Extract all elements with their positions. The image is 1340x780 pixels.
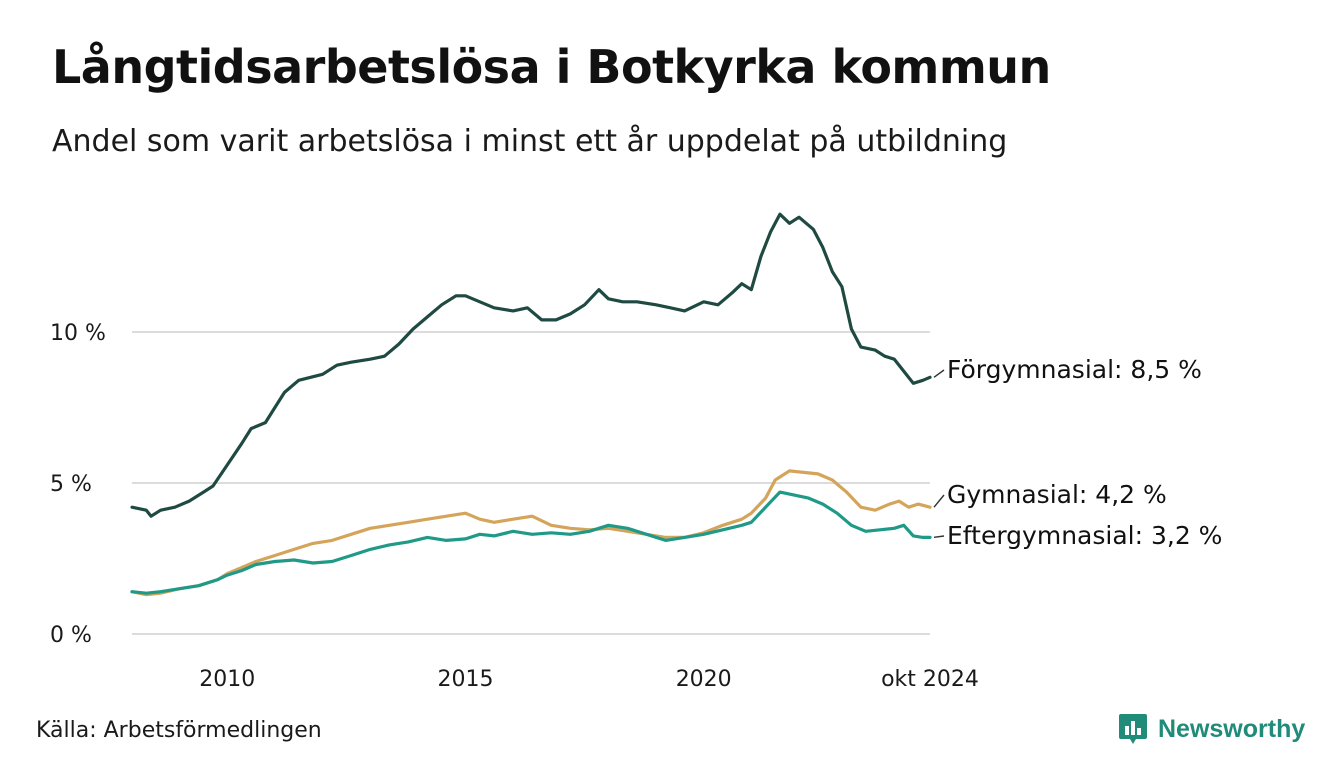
bar-chart-speech-icon: [1119, 714, 1147, 744]
y-tick-label: 10 %: [50, 321, 106, 346]
brand-logo[interactable]: Newsworthy: [1118, 712, 1305, 746]
chart-title: Långtidsarbetslösa i Botkyrka kommun: [52, 40, 1051, 94]
series-end-labels: Förgymnasial: 8,5 % Gymnasial: 4,2 % Efter…: [933, 355, 1222, 550]
series-line-gymnasial: [130, 469, 932, 597]
x-tick-label: 2020: [676, 667, 732, 692]
x-tick-label: 2015: [437, 667, 493, 692]
series-line-förgymnasial: [130, 212, 932, 518]
y-tick-label: 0 %: [50, 623, 92, 648]
series-end-label: Förgymnasial: 8,5 %: [947, 355, 1202, 384]
gridlines: [132, 331, 930, 635]
y-tick-label: 5 %: [50, 472, 92, 497]
chart-subtitle: Andel som varit arbetslösa i minst ett å…: [52, 124, 1008, 159]
series-line-eftergymnasial: [130, 490, 932, 595]
label-connector: [933, 494, 945, 508]
series-end-label: Gymnasial: 4,2 %: [947, 480, 1167, 509]
x-tick-label: okt 2024: [881, 667, 979, 692]
x-tick-label: 2010: [199, 667, 255, 692]
line-chart: 0 % 5 % 10 % 2010 2015 2020 okt 2024 Förgymna…: [50, 212, 1222, 692]
series-lines: [130, 212, 932, 597]
y-axis: 0 % 5 % 10 %: [50, 321, 106, 648]
source-note: Källa: Arbetsförmedlingen: [36, 718, 322, 743]
x-axis: 2010 2015 2020 okt 2024: [199, 667, 979, 692]
label-connector: [933, 535, 945, 539]
brand-name: Newsworthy: [1158, 714, 1306, 743]
label-connector: [933, 369, 945, 378]
series-end-label: Eftergymnasial: 3,2 %: [947, 521, 1222, 550]
